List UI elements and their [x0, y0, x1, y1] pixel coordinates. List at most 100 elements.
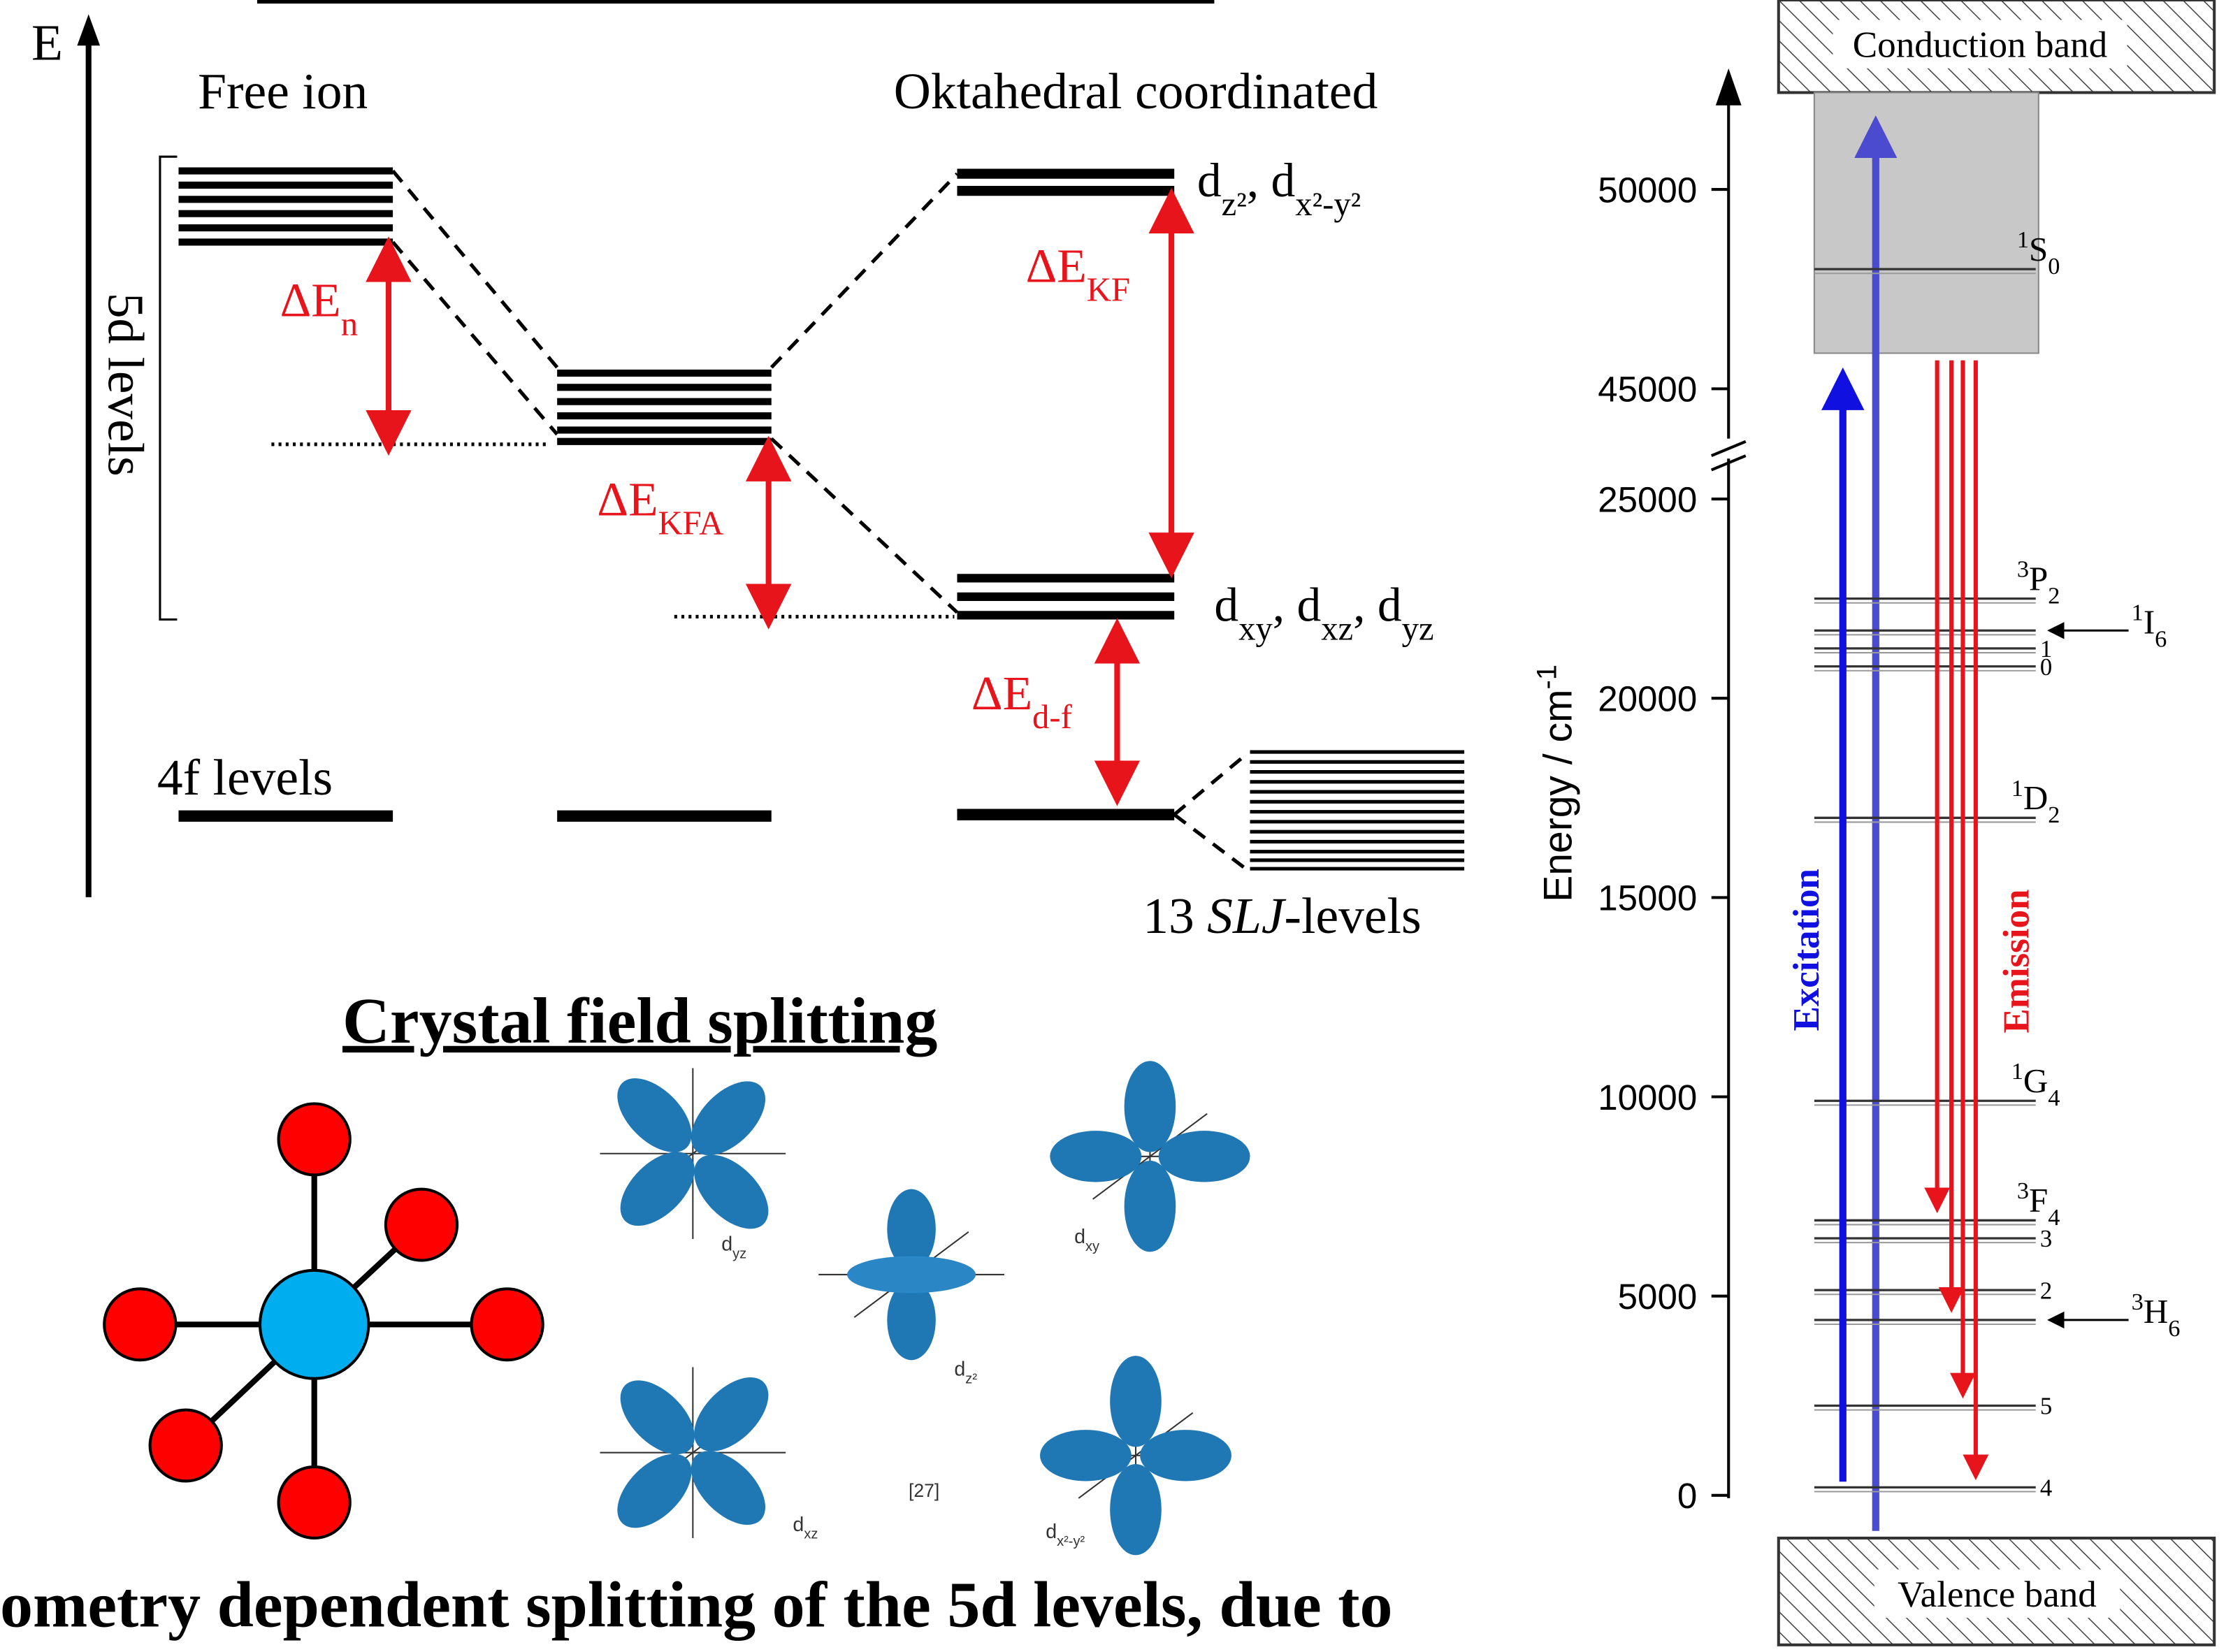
text-part: xz	[804, 1527, 818, 1542]
level-label: 4	[2040, 1475, 2052, 1502]
band-label: Conduction band	[1853, 25, 2107, 66]
gap-label: ΔEKFA	[597, 473, 723, 542]
lobe	[1140, 1430, 1231, 1481]
lobe	[1125, 1161, 1176, 1252]
page: E Free ion Oktahedral coordinated 5d lev…	[0, 0, 2240, 1652]
orbital-label: dx²-y²	[1046, 1521, 1085, 1549]
text-part: KF	[1087, 271, 1130, 309]
text-part: d	[793, 1514, 804, 1536]
text-part: ΔE	[971, 667, 1032, 720]
axis-arrow	[1716, 68, 1742, 106]
text-part: 0	[2040, 653, 2052, 681]
text-part: 2	[2048, 582, 2060, 609]
text-part: xy	[1238, 610, 1273, 648]
text-part: 1	[2132, 599, 2144, 625]
text-part: , d	[1353, 579, 1401, 632]
text-part: 6	[2155, 625, 2167, 652]
text-part: 3	[2040, 1225, 2052, 1252]
text-part: x²-y²	[1295, 185, 1361, 223]
axis-label: Energy / cm-1	[1531, 665, 1580, 902]
text-part: 2	[2040, 1277, 2052, 1304]
level-bundles	[179, 171, 1465, 869]
text-part: xz	[1321, 610, 1353, 648]
text-part: z²	[965, 1372, 977, 1387]
text-part: d	[721, 1233, 732, 1255]
text-part: 4	[2048, 1085, 2060, 1111]
text-part: , d	[1273, 579, 1321, 632]
tick-label: 20000	[1598, 679, 1697, 719]
gap-label: ΔEKF	[1026, 240, 1130, 309]
energy-diagram: Conduction band Valence band Energy / cm…	[1531, 0, 2214, 1645]
text-part: yz	[1402, 610, 1434, 648]
level-label: 3P2	[2017, 556, 2060, 609]
level-label: 3F4	[2017, 1178, 2060, 1231]
tick-label: 15000	[1598, 878, 1697, 918]
text-part: 3	[2132, 1289, 2144, 1315]
process-label: Emission	[1996, 890, 2037, 1034]
process-label: Excitation	[1786, 869, 1827, 1031]
column-label: Oktahedral coordinated	[894, 63, 1378, 119]
orbital	[1040, 1356, 1231, 1555]
text-part: 13	[1143, 887, 1207, 944]
orbital-set-label: dz², dx²-y²	[1197, 154, 1361, 223]
text-part: -levels	[1285, 887, 1422, 944]
orbital	[1050, 1061, 1250, 1252]
text-part: KFA	[658, 505, 724, 542]
level-label: 3H6	[2132, 1289, 2181, 1342]
text-part: n	[341, 305, 358, 342]
octahedron	[104, 1103, 543, 1538]
group-label: 4f levels	[157, 749, 333, 806]
level-label: 1G4	[2011, 1058, 2060, 1111]
lobe	[681, 1141, 782, 1242]
text-part: 1	[2011, 1058, 2023, 1085]
orbital	[818, 1189, 1004, 1361]
text-part: ΔE	[597, 473, 658, 527]
level-label: 1I6	[2132, 599, 2167, 652]
level-label: 5	[2040, 1393, 2052, 1420]
lobe	[1110, 1464, 1162, 1555]
torus	[847, 1256, 976, 1293]
text-part: 2	[2048, 802, 2060, 828]
tick-label: 25000	[1598, 479, 1697, 519]
orbital-label: dxz	[793, 1514, 818, 1542]
tick-label: 45000	[1598, 370, 1697, 410]
text-part: , d	[1247, 154, 1295, 208]
orbital-label: dz²	[954, 1358, 977, 1387]
text-part: 0	[2048, 253, 2060, 280]
lobe	[1110, 1356, 1162, 1447]
level-label: 2	[2040, 1277, 2052, 1304]
text-part: d	[954, 1358, 965, 1381]
bracket	[160, 157, 178, 619]
tick-label: 5000	[1618, 1277, 1698, 1317]
tick-label: 50000	[1598, 170, 1697, 210]
text-part: S	[2029, 230, 2048, 268]
group-label: 5d levels	[97, 293, 154, 477]
caption: Crystal field splitting	[342, 985, 937, 1057]
text-part: yz	[732, 1246, 746, 1261]
text-part: 1	[2011, 775, 2023, 802]
band-label: Valence band	[1898, 1574, 2097, 1615]
text-part: G	[2023, 1062, 2048, 1100]
axis-arrow	[77, 14, 100, 45]
footer: ometry dependent splitting of the 5d lev…	[0, 1568, 1393, 1641]
orbital-label: dxy	[1074, 1226, 1099, 1254]
text-part: ΔE	[1026, 240, 1087, 294]
text-part: -1	[1531, 665, 1562, 690]
text-part: H	[2144, 1292, 2168, 1331]
gap-label: ΔEn	[280, 274, 358, 343]
text-part: F	[2029, 1181, 2048, 1219]
level-label: 0	[2040, 653, 2052, 681]
left-diagram: E Free ion Oktahedral coordinated 5d lev…	[31, 1, 1464, 1057]
lobe	[604, 1065, 705, 1166]
text-part: ΔE	[280, 274, 341, 328]
text-part: xy	[1085, 1239, 1099, 1254]
reference-lines	[271, 444, 954, 617]
tick-label: 10000	[1598, 1078, 1697, 1117]
text-part: Energy / cm	[1536, 689, 1580, 901]
axis-label: E	[31, 15, 63, 71]
orbital-set-label: dxy, dxz, dyz	[1214, 579, 1433, 648]
conduction-continuum	[1814, 92, 2039, 353]
lobe	[1040, 1430, 1132, 1481]
orbital	[554, 1314, 831, 1591]
text-part: 5	[2040, 1393, 2052, 1420]
